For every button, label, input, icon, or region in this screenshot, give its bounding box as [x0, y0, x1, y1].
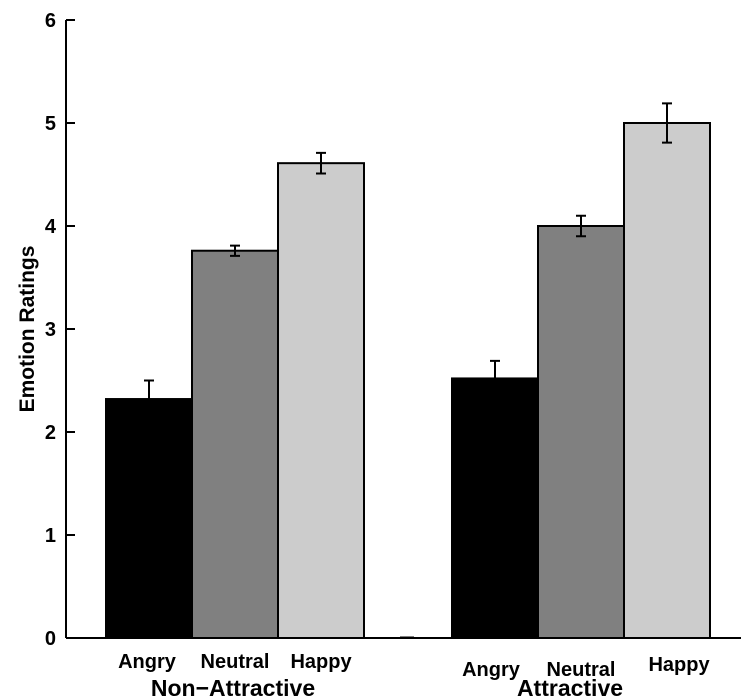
- bar-neutral: [537, 225, 625, 639]
- bar-neutral: [191, 249, 279, 639]
- bar-angry: [105, 398, 193, 640]
- group-label: Attractive: [517, 675, 623, 700]
- error-bar: [144, 379, 154, 419]
- group-label: Non−Attractive: [151, 675, 315, 700]
- y-tick-label: 6: [45, 10, 56, 32]
- y-tick-label: 5: [45, 113, 56, 135]
- bar-category-label: Angry: [118, 651, 177, 673]
- y-tick-label: 0: [45, 628, 56, 650]
- y-axis-ticks: 0 1 2 3 4 5 6: [45, 10, 75, 650]
- error-bar: [576, 214, 586, 238]
- y-tick-label: 4: [45, 216, 57, 238]
- bar-category-label: Happy: [648, 654, 710, 676]
- bar-category-label: Angry: [462, 659, 521, 681]
- bar-category-label: Neutral: [547, 659, 616, 681]
- error-bar: [490, 359, 500, 397]
- error-bar: [662, 102, 672, 144]
- y-tick-label: 3: [45, 319, 56, 341]
- bar-happy: [623, 122, 711, 639]
- bar-category-label: Happy: [290, 651, 352, 673]
- error-bar: [230, 244, 240, 257]
- bar-angry: [451, 377, 539, 639]
- y-axis-title: Emotion Ratings: [16, 246, 39, 413]
- y-tick-label: 1: [45, 525, 56, 547]
- bar-happy: [277, 162, 365, 639]
- bar-category-label: Neutral: [201, 651, 270, 673]
- error-bar: [316, 151, 326, 175]
- y-tick-label: 2: [45, 422, 56, 444]
